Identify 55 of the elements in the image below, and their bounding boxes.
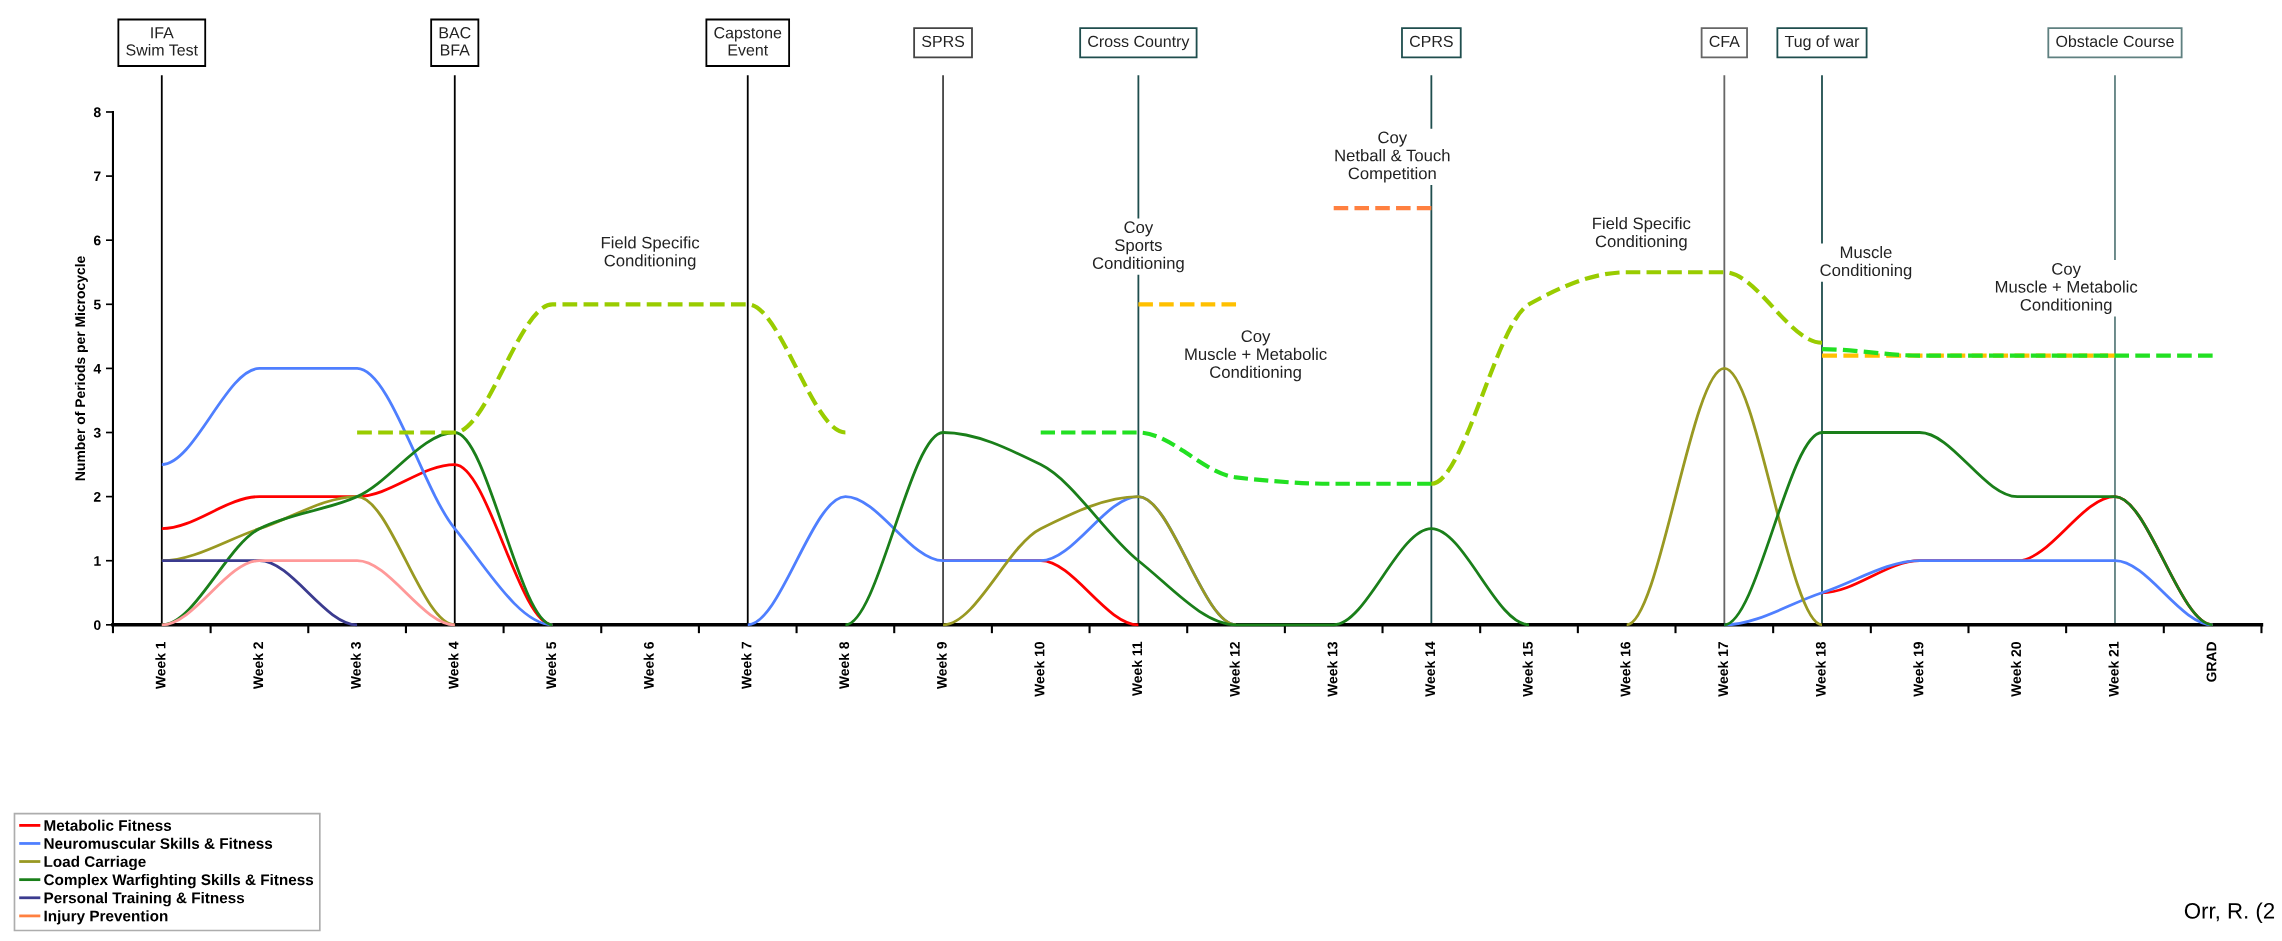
x-tick-label: Week 12 xyxy=(1229,642,1240,697)
x-tick-label: Week 9 xyxy=(936,642,947,690)
y-tick-label: 0 xyxy=(93,620,101,630)
x-tick-label: Week 18 xyxy=(1815,641,1826,697)
x-tick-label: Week 14 xyxy=(1424,641,1436,697)
x-tick-label: Week 3 xyxy=(350,641,361,690)
legend-label: Neuromuscular Skills & Fitness xyxy=(44,837,273,849)
annotation: Coy Muscle + Metabolic Conditioning xyxy=(1995,262,2138,314)
legend-label: Load Carriage xyxy=(44,855,146,871)
annotation: Coy Netball & Touch Competition xyxy=(1335,131,1450,183)
legend-label: Metabolic Fitness xyxy=(44,819,172,831)
ref-line-label: IFA Swim Test xyxy=(126,27,198,56)
annotation: Field Specific Conditioning xyxy=(1593,217,1691,251)
legend-label: Personal Training & Fitness xyxy=(44,892,245,907)
annotation: Coy Sports Conditioning xyxy=(1092,221,1184,273)
y-tick-label: 7 xyxy=(94,171,101,182)
annotation: Field Specific Conditioning xyxy=(601,236,700,270)
x-tick-label: Week 11 xyxy=(1131,641,1143,697)
legend-label: Complex Warfighting Skills & Fitness xyxy=(44,873,314,889)
x-tick-label: Week 16 xyxy=(1620,641,1631,697)
x-tick-label: Week 2 xyxy=(252,642,264,690)
x-tick-label: Week 15 xyxy=(1522,641,1533,697)
x-tick-label: Week 8 xyxy=(838,641,850,690)
x-tick-label: Week 5 xyxy=(545,641,557,690)
y-tick-label: 3 xyxy=(93,427,101,438)
x-tick-label: Week 17 xyxy=(1717,642,1729,697)
y-tick-label: 6 xyxy=(93,235,101,246)
y-tick-label: 8 xyxy=(93,107,101,118)
annotation: Coy Muscle + Metabolic Conditioning xyxy=(1185,330,1327,382)
x-tick-label: Week 6 xyxy=(643,641,654,690)
x-tick-label: Week 4 xyxy=(448,641,459,690)
ref-line-label: SPRS xyxy=(922,35,965,48)
ref-line-label: Tug of war xyxy=(1784,35,1860,51)
ref-line-label: Cross Country xyxy=(1088,35,1190,51)
y-tick-label: 4 xyxy=(93,363,102,374)
x-tick-label: Week 10 xyxy=(1034,642,1045,697)
x-tick-label: Week 1 xyxy=(155,641,166,690)
ref-line-label: Obstacle Course xyxy=(2056,35,2174,48)
annotation: Muscle Conditioning xyxy=(1820,245,1912,280)
x-tick-label: Week 20 xyxy=(2010,642,2022,697)
y-tick-label: 1 xyxy=(94,556,101,566)
x-tick-label: GRAD xyxy=(2206,642,2217,682)
x-tick-label: Week 21 xyxy=(2108,641,2119,697)
ref-line-label: Capstone Event xyxy=(714,27,782,56)
y-tick-label: 5 xyxy=(93,299,101,310)
x-tick-label: Week 13 xyxy=(1327,641,1338,697)
text: Orr, R. (2 xyxy=(2184,902,2275,924)
ref-line-label: CPRS xyxy=(1409,35,1453,48)
x-tick-label: Week 19 xyxy=(1913,642,1924,697)
ref-line-label: CFA xyxy=(1709,35,1740,48)
legend-label: Injury Prevention xyxy=(44,910,168,925)
y-tick-label: 2 xyxy=(93,491,101,502)
y-axis-title: Number of Periods per Microcycle xyxy=(74,256,88,481)
ref-line-label: BAC BFA xyxy=(439,27,471,56)
x-tick-label: Week 7 xyxy=(741,642,752,690)
